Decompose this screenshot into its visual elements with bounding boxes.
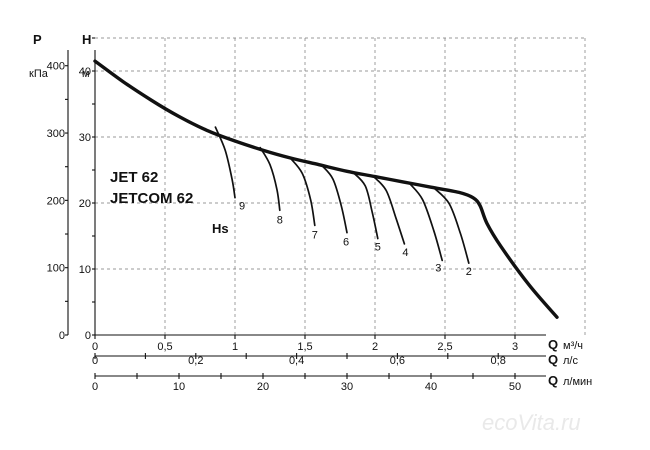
suction-curve-5: [351, 171, 379, 240]
flow-lmin-tick-label: 50: [509, 381, 521, 393]
flow-lmin-tick-label: 20: [257, 381, 269, 393]
flow-m3h-tick-label: 0: [92, 341, 98, 353]
head-axis-label: H: [82, 32, 91, 47]
flow-ls-tick-label: 0: [92, 355, 98, 367]
curve-labels: 9 8 7 6 5 4 3 2: [239, 201, 472, 278]
suction-curve-label-4: 4: [402, 247, 408, 259]
curves: [93, 59, 559, 319]
pressure-tick-label: 0: [59, 330, 65, 342]
axes: [65, 37, 546, 379]
flow-lmin-tick-label: 30: [341, 381, 353, 393]
flow-m3h-tick-label: 1: [232, 341, 238, 353]
head-tick-label: 10: [79, 264, 91, 276]
head-unit: м: [82, 68, 90, 80]
suction-curve-label-2: 2: [466, 266, 472, 278]
flow-m3h-tick-label: 1,5: [297, 341, 312, 353]
pressure-unit: кПа: [29, 68, 49, 80]
chart-title-line-2: JETCOM 62: [110, 190, 193, 207]
suction-curve-7: [290, 157, 316, 227]
flow-m3h-tick-label: 3: [512, 341, 518, 353]
pressure-tick-label: 400: [47, 61, 65, 73]
head-tick-label: 40: [79, 66, 91, 78]
flow-lmin-tick-label: 10: [173, 381, 185, 393]
pressure-tick-label: 300: [47, 128, 65, 140]
suction-curve-label-7: 7: [312, 229, 318, 241]
suction-curve-label-3: 3: [435, 262, 441, 274]
performance-curve: [93, 59, 559, 319]
flow-m3h-tick-label: 2: [372, 341, 378, 353]
pressure-tick-label: 100: [47, 263, 65, 275]
suction-curve-3: [409, 183, 444, 262]
flow-lmin-tick-label: 0: [92, 381, 98, 393]
suction-curve-label-8: 8: [277, 214, 283, 226]
watermark: ecoVita.ru: [482, 410, 581, 435]
pressure-axis-label: P: [33, 32, 42, 47]
flow-m3h-unit: м³/ч: [563, 340, 583, 352]
pressure-tick-label: 200: [47, 195, 65, 207]
flow-lmin-unit: л/мин: [563, 376, 592, 388]
flow-ls-tick-label: 0,4: [289, 355, 304, 367]
flow-m3h-tick-label: 0,5: [157, 341, 172, 353]
flow-lmin-label: Q: [548, 373, 558, 388]
chart-title-line-1: JET 62: [110, 169, 158, 186]
suction-curve-9: [214, 126, 236, 199]
suction-curve-label-6: 6: [343, 237, 349, 249]
suction-curve-2: [432, 186, 470, 264]
flow-ls-tick-label: 0,8: [491, 355, 506, 367]
suction-head-label: Hs: [212, 221, 229, 236]
head-tick-label: 0: [85, 330, 91, 342]
flow-lmin-tick-label: 40: [425, 381, 437, 393]
flow-m3h-tick-label: 2,5: [437, 341, 452, 353]
suction-curve-8: [259, 146, 281, 212]
suction-curve-6: [320, 164, 348, 234]
head-tick-label: 20: [79, 198, 91, 210]
flow-ls-tick-label: 0,2: [188, 355, 203, 367]
suction-curve-label-5: 5: [375, 242, 381, 254]
flow-m3h-label: Q: [548, 337, 558, 352]
suction-curve-4: [372, 175, 406, 245]
flow-ls-label: Q: [548, 352, 558, 367]
flow-ls-tick-label: 0,6: [390, 355, 405, 367]
head-tick-label: 30: [79, 132, 91, 144]
flow-ls-unit: л/с: [563, 355, 578, 367]
suction-curve-label-9: 9: [239, 201, 245, 213]
grid: [95, 37, 586, 335]
